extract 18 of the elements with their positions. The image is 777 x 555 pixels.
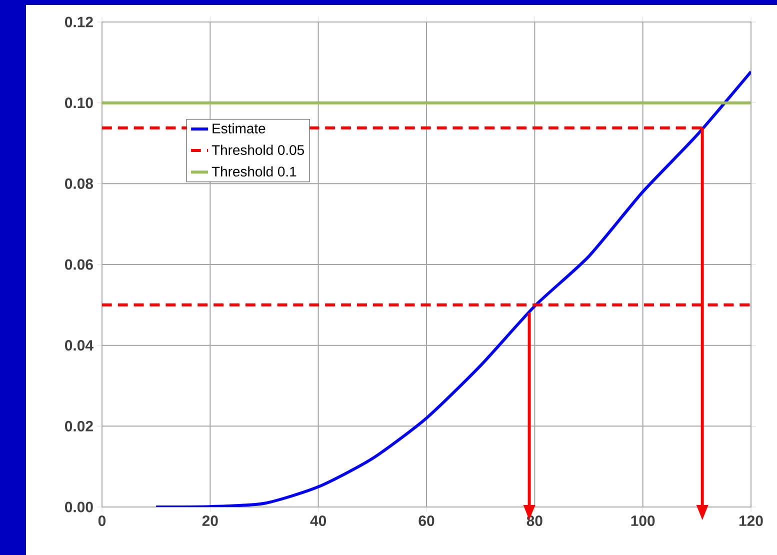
x-tick-label: 0 — [98, 515, 106, 526]
x-tick-label: 120 — [739, 515, 763, 526]
y-tick-label: 0.10 — [65, 98, 93, 108]
y-tick-label: 0.02 — [65, 420, 93, 432]
y-tick-label: 0.08 — [65, 178, 94, 189]
x-tick-label: 80 — [526, 515, 542, 526]
x-tick-label: 100 — [631, 515, 655, 526]
y-tick-label: 0.04 — [65, 340, 94, 351]
legend-label: Estimate — [212, 123, 266, 134]
y-tick-label: 0.12 — [65, 16, 93, 28]
legend-label: Threshold 0.1 — [212, 166, 296, 177]
x-tick-label: 60 — [418, 515, 434, 526]
legend-label: Threshold 0.05 — [212, 144, 304, 155]
y-tick-label: 0.06 — [65, 259, 93, 270]
x-tick-label: 40 — [310, 515, 326, 526]
line-series — [154, 70, 752, 507]
x-tick-label: 20 — [202, 515, 218, 526]
y-tick-label: 0.00 — [65, 502, 93, 512]
